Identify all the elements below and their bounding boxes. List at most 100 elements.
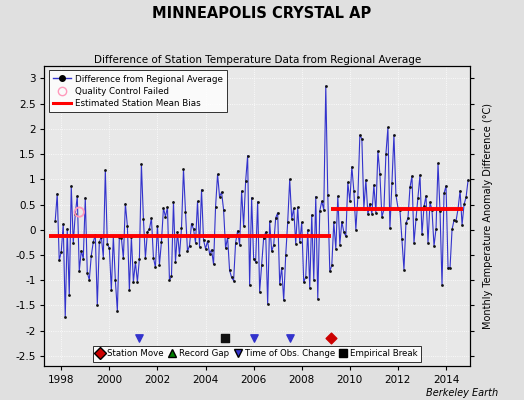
Point [95, 239, 104, 246]
Point [77, 248, 85, 254]
Point [227, 274, 236, 280]
Point [123, 223, 132, 229]
Point [446, 264, 454, 271]
Point [464, 177, 472, 184]
Point [99, 254, 107, 261]
Point [55, 257, 63, 264]
Point [334, 193, 342, 199]
Point [155, 262, 163, 268]
Point [135, 335, 144, 342]
Point [254, 198, 262, 205]
Point [402, 220, 410, 226]
Point [278, 264, 286, 271]
Point [462, 194, 470, 200]
Point [127, 234, 136, 240]
Point [211, 204, 220, 210]
Point [193, 198, 202, 204]
Point [332, 246, 340, 252]
Point [163, 204, 172, 210]
Point [350, 188, 358, 194]
Point [458, 222, 466, 228]
Point [358, 136, 366, 142]
Point [430, 243, 438, 249]
Point [109, 233, 117, 240]
Point [386, 225, 394, 232]
Point [460, 201, 468, 208]
Point [171, 259, 180, 265]
Point [259, 235, 268, 241]
Point [179, 166, 188, 172]
Point [400, 266, 408, 273]
Point [291, 240, 300, 247]
Point [151, 264, 160, 270]
Point [283, 219, 292, 225]
Point [133, 279, 141, 285]
Point [232, 240, 240, 246]
Point [434, 160, 442, 166]
Point [398, 236, 406, 242]
Point [183, 248, 192, 254]
Point [288, 216, 296, 222]
Point [410, 240, 418, 246]
Point [376, 171, 384, 178]
Point [105, 245, 114, 251]
Point [137, 161, 146, 167]
Point [195, 244, 204, 250]
Point [223, 234, 232, 240]
Point [310, 277, 318, 284]
Point [176, 252, 184, 258]
Point [187, 220, 195, 227]
Point [436, 208, 444, 214]
Point [301, 274, 310, 280]
Point [159, 205, 168, 211]
Point [366, 200, 374, 207]
Point [67, 183, 75, 189]
Point [244, 152, 252, 159]
Point [153, 222, 161, 229]
Point [161, 214, 170, 220]
Point [296, 239, 304, 246]
Point [256, 288, 264, 295]
Point [313, 296, 322, 302]
Point [149, 254, 158, 261]
Point [279, 297, 288, 304]
Point [139, 215, 148, 222]
Point [312, 193, 320, 200]
Point [432, 226, 440, 232]
Point [452, 218, 460, 224]
Point [230, 278, 238, 284]
Point [308, 212, 316, 218]
Point [220, 206, 228, 213]
Point [422, 193, 430, 199]
Point [169, 198, 178, 205]
Point [83, 270, 92, 276]
Point [143, 228, 151, 235]
Point [276, 281, 284, 287]
Point [61, 314, 70, 320]
Point [281, 252, 290, 259]
Point [167, 273, 176, 280]
Point [237, 188, 246, 194]
Point [337, 218, 346, 225]
Point [346, 198, 354, 205]
Point [406, 184, 414, 191]
Point [322, 83, 330, 89]
Point [418, 231, 426, 238]
Point [368, 210, 376, 217]
Point [113, 308, 122, 314]
Point [201, 246, 210, 252]
Text: Berkeley Earth: Berkeley Earth [425, 388, 498, 398]
Point [233, 228, 242, 234]
Point [442, 182, 450, 189]
Point [157, 238, 166, 245]
Point [249, 335, 258, 342]
Point [330, 219, 338, 225]
Point [119, 255, 127, 262]
Point [189, 226, 198, 232]
Point [247, 194, 256, 201]
Point [269, 242, 278, 248]
Point [221, 335, 230, 342]
Point [396, 207, 404, 214]
Point [384, 124, 392, 131]
Point [290, 205, 298, 212]
